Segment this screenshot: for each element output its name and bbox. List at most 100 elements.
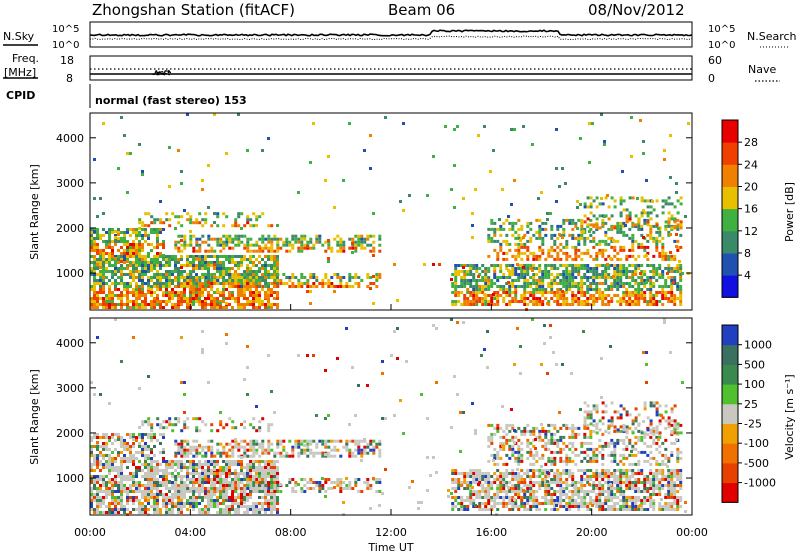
heatmap-cell (499, 242, 503, 246)
heatmap-cell (613, 472, 617, 475)
heatmap-cell (108, 306, 111, 309)
heatmap-cell (601, 469, 605, 472)
heatmap-cell (568, 490, 572, 493)
heatmap-cell (481, 508, 485, 511)
heatmap-cell (216, 290, 219, 293)
heatmap-cell (622, 224, 626, 228)
heatmap-cell (378, 276, 382, 279)
heatmap-cell (366, 487, 370, 490)
heatmap-cell (141, 279, 144, 282)
heatmap-cell (264, 264, 267, 267)
heatmap-cell (345, 439, 349, 443)
heatmap-cell (601, 202, 605, 206)
heatmap-cell (589, 267, 593, 270)
heatmap-cell (544, 288, 548, 291)
heatmap-cell (252, 511, 255, 514)
heatmap-cell (126, 282, 129, 285)
heatmap-cell (246, 475, 249, 478)
heatmap-cell (598, 273, 602, 276)
heatmap-cell (105, 490, 108, 493)
heatmap-cell (631, 196, 635, 200)
heatmap-cell (315, 240, 319, 244)
heatmap-cell (213, 484, 216, 487)
heatmap-cell (342, 285, 346, 288)
heatmap-cell (487, 487, 491, 490)
heatmap-cell (348, 487, 352, 490)
heatmap-cell (487, 502, 491, 505)
heatmap-cell (132, 255, 135, 258)
heatmap-cell (637, 267, 641, 270)
heatmap-cell (607, 242, 611, 246)
heatmap-cell (138, 306, 141, 309)
heatmap-cell (339, 487, 343, 490)
heatmap-cell (577, 291, 581, 294)
heatmap-cell (171, 429, 175, 433)
heatmap-cell (616, 257, 620, 261)
heatmap-cell (571, 300, 575, 303)
heatmap-cell (168, 297, 171, 300)
heatmap-cell (276, 460, 279, 463)
heatmap-cell (213, 212, 216, 215)
heatmap-cell (102, 490, 105, 493)
heatmap-cell (126, 152, 129, 155)
heatmap-cell (622, 300, 626, 303)
heatmap-cell (138, 508, 141, 511)
heatmap-cell (198, 279, 202, 282)
heatmap-cell (502, 472, 506, 475)
heatmap-cell (583, 496, 587, 499)
heatmap-cell (607, 478, 611, 481)
heatmap-cell (177, 300, 180, 303)
heatmap-cell (219, 270, 222, 273)
heatmap-cell (603, 140, 606, 143)
heatmap-cell (273, 255, 276, 258)
heatmap-cell (535, 273, 539, 276)
heatmap-cell (99, 454, 102, 457)
heatmap-cell (300, 439, 304, 443)
heatmap-cell (484, 475, 488, 478)
heatmap-cell (616, 224, 620, 228)
heatmap-cell (517, 496, 521, 499)
heatmap-cell (586, 264, 590, 267)
heatmap-cell (228, 508, 231, 511)
heatmap-cell (135, 303, 138, 306)
heatmap-cell (123, 231, 126, 234)
heatmap-cell (132, 228, 135, 231)
heatmap-cell (222, 426, 226, 430)
heatmap-cell (192, 297, 195, 300)
heatmap-cell (451, 472, 455, 475)
heatmap-cell (123, 134, 126, 137)
heatmap-cell (255, 469, 258, 472)
heatmap-cell (96, 493, 99, 496)
heatmap-cell (93, 258, 96, 261)
heatmap-cell (592, 303, 596, 306)
heatmap-cell (243, 285, 247, 288)
heatmap-cell (111, 249, 114, 252)
heatmap-cell (561, 236, 564, 239)
heatmap-cell (481, 472, 485, 475)
heatmap-cell (595, 257, 599, 261)
heatmap-cell (216, 487, 219, 490)
heatmap-cell (604, 475, 608, 478)
heatmap-cell (123, 445, 126, 448)
heatmap-cell (487, 276, 491, 279)
heatmap-cell (535, 288, 539, 291)
heatmap-cell (219, 466, 222, 469)
heatmap-cell (189, 261, 192, 264)
heatmap-cell (171, 493, 174, 496)
heatmap-cell (493, 481, 497, 484)
heatmap-cell (102, 475, 105, 478)
heatmap-cell (252, 255, 255, 258)
heatmap-cell (96, 508, 99, 511)
heatmap-cell (108, 294, 111, 297)
heatmap-cell (96, 297, 99, 300)
heatmap-cell (681, 272, 684, 275)
heatmap-cell (460, 496, 464, 499)
heatmap-cell (571, 478, 575, 481)
heatmap-cell (219, 454, 223, 458)
heatmap-cell (535, 267, 539, 270)
heatmap-cell (252, 270, 255, 273)
heatmap-cell (210, 460, 213, 463)
heatmap-cell (507, 269, 510, 272)
heatmap-cell (228, 276, 232, 279)
heatmap-cell (558, 233, 561, 236)
